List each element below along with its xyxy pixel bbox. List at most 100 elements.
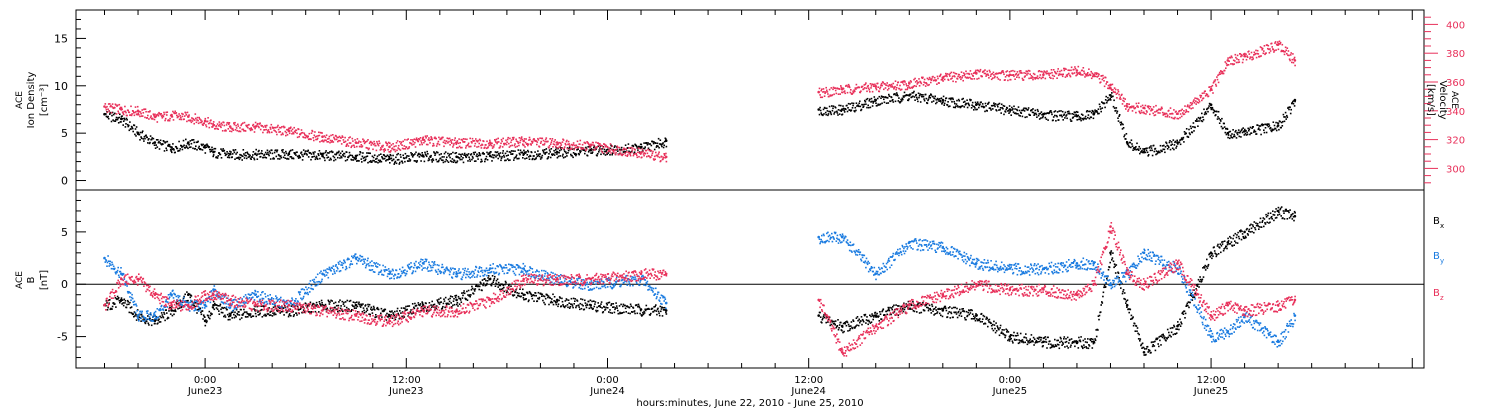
velocity-point [1146, 111, 1148, 113]
velocity-point [1252, 58, 1254, 60]
velocity-point [295, 132, 297, 134]
velocity-point [378, 140, 380, 142]
density-point [242, 155, 244, 157]
velocity-point [986, 71, 988, 73]
velocity-point [915, 86, 917, 88]
velocity-point [149, 110, 151, 112]
density-point [480, 155, 482, 157]
density-point [848, 103, 850, 105]
density-marker [874, 99, 877, 102]
velocity-point [489, 140, 491, 142]
velocity-point [465, 147, 467, 149]
velocity-point [647, 153, 649, 155]
density-point [934, 98, 936, 100]
density-point [1128, 146, 1130, 148]
density-point [554, 152, 556, 154]
bx-point [565, 305, 567, 307]
density-point [660, 139, 662, 141]
density-point [621, 147, 623, 149]
bx-point [539, 297, 541, 299]
velocity-point [609, 147, 611, 149]
velocity-point [937, 76, 939, 78]
density-point [1046, 118, 1048, 120]
bx-point [646, 305, 648, 307]
bx-point [247, 316, 249, 318]
density-marker [254, 153, 257, 156]
velocity-point [511, 139, 513, 141]
density-point [975, 102, 977, 104]
bx-point [343, 302, 345, 304]
velocity-point [1029, 73, 1031, 75]
velocity-point [877, 83, 879, 85]
density-point [896, 92, 898, 94]
density-point [559, 150, 561, 152]
density-point [233, 150, 235, 152]
velocity-point [252, 129, 254, 131]
bx-point [843, 331, 845, 333]
bx-point [853, 320, 855, 322]
velocity-point [1271, 43, 1273, 45]
density-point [844, 111, 846, 113]
bx-point [629, 307, 631, 309]
velocity-point [190, 119, 192, 121]
velocity-point [869, 89, 871, 91]
density-point [221, 157, 223, 159]
velocity-point [229, 122, 231, 124]
density-point [359, 154, 361, 156]
velocity-point [663, 157, 665, 159]
velocity-point [296, 130, 298, 132]
velocity-point [145, 108, 147, 110]
velocity-point [258, 127, 260, 129]
velocity-point [1040, 74, 1042, 76]
velocity-point [401, 141, 403, 143]
density-point [126, 119, 128, 121]
velocity-point [405, 148, 407, 150]
bx-point [112, 306, 114, 308]
velocity-point [310, 139, 312, 141]
velocity-point [1184, 105, 1186, 107]
bx-point [386, 313, 388, 315]
density-point [1139, 153, 1141, 155]
density-point [481, 159, 483, 161]
velocity-point [1237, 55, 1239, 57]
density-point [970, 99, 972, 101]
density-point [852, 107, 854, 109]
density-point [1163, 145, 1165, 147]
density-point [550, 157, 552, 159]
velocity-point [907, 89, 909, 91]
velocity-point [630, 147, 632, 149]
density-point [1159, 152, 1161, 154]
velocity-point [195, 113, 197, 115]
density-point [1119, 114, 1121, 116]
velocity-point [850, 89, 852, 91]
velocity-point [620, 152, 622, 154]
bx-point [255, 313, 257, 315]
bx-point [126, 307, 128, 309]
velocity-point [1150, 106, 1152, 108]
bx-point [833, 321, 835, 323]
density-point [1194, 127, 1196, 129]
bx-point [620, 304, 622, 306]
density-point [1065, 112, 1067, 114]
bx-point [496, 284, 498, 286]
density-point [1100, 111, 1102, 113]
velocity-point [205, 124, 207, 126]
density-point [858, 106, 860, 108]
velocity-point [515, 146, 517, 148]
density-point [1036, 116, 1038, 118]
velocity-point [629, 153, 631, 155]
bx-point [154, 323, 156, 325]
bx-point [456, 295, 458, 297]
density-marker [1076, 115, 1079, 118]
velocity-point [1252, 56, 1254, 58]
bx-point [107, 309, 109, 311]
velocity-point [896, 84, 898, 86]
velocity-point [1132, 110, 1134, 112]
velocity-point [1200, 97, 1202, 99]
velocity-point [940, 74, 942, 76]
density-point [925, 94, 927, 96]
velocity-point [906, 85, 908, 87]
velocity-point [839, 88, 841, 90]
density-point [1266, 132, 1268, 134]
velocity-point [829, 89, 831, 91]
